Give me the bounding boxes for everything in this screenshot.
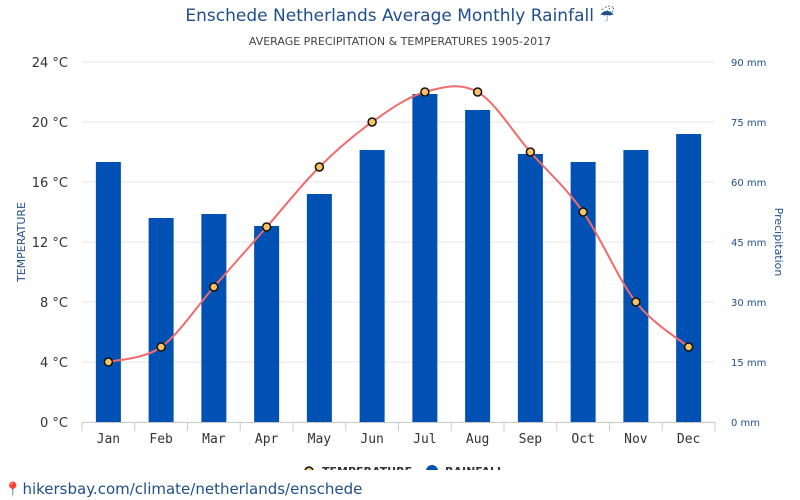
rainfall-bar [359,150,385,422]
temperature-line [108,85,690,363]
temperature-point [314,162,325,172]
y2-tick-label: 75 mm [731,118,766,129]
x-tick-label: Dec [677,432,700,447]
temperature-point [420,87,430,97]
x-tick-label: Jun [360,432,383,447]
rainfall-bar [465,110,491,422]
temperature-point [525,147,536,157]
legend-marker-swatch [304,466,314,470]
y-axis-left: 0 °C 4 °C 8 °C 12 °C 16 °C 20 °C 24 °C TEMPERAT… [15,56,68,431]
temperature-point [209,282,219,292]
rainfall-bar [306,194,332,422]
y2-tick-label: 15 mm [731,358,766,369]
rainfall-bar [676,134,702,422]
rainfall-bar [412,94,438,422]
legend-label: TEMPERATURE [322,465,412,470]
x-tick-label: Apr [255,432,279,447]
legend-item-rainfall[interactable]: RAINFALL [426,465,504,470]
rainfall-bar [570,162,596,422]
chart-subtitle: AVERAGE PRECIPITATION & TEMPERATURES 190… [248,35,552,48]
x-tick-label: Jan [97,432,120,447]
legend-label: RAINFALL [445,465,504,470]
climate-chart: Jan Feb Mar Apr May Jun Jul Aug Sep Oct Nov Dec 0 °… [15,56,785,470]
y-axis-title: TEMPERATURE [15,202,28,283]
y-tick-label: 16 °C [32,176,68,191]
legend-item-temperature[interactable]: TEMPERATURE [300,465,412,470]
umbrella-rain-icon: ☔ [599,6,615,26]
temperature-point [578,207,588,217]
rainfall-bar [148,218,174,422]
y-tick-label: 8 °C [40,296,68,311]
rainfall-bar [95,162,121,422]
x-tick-label: Nov [624,432,648,447]
temperature-point [631,297,641,307]
y-axis-right: 0 mm 15 mm 30 mm 45 mm 60 mm 75 mm 90 mm Precip… [731,58,785,429]
legend-swatch [426,465,438,470]
temperature-series [103,85,694,367]
y2-tick-label: 30 mm [731,298,766,309]
rainfall-bar [201,214,227,422]
temperature-point [103,357,114,367]
x-tick-label: Aug [466,432,489,447]
rainfall-bar [254,226,280,422]
x-axis: Jan Feb Mar Apr May Jun Jul Aug Sep Oct Nov Dec [81,422,716,447]
y2-tick-label: 0 mm [731,418,760,429]
x-tick-label: Sep [519,432,543,447]
temperature-point [367,117,377,127]
chart-title: Enschede Netherlands Average Monthly Rai… [0,6,800,26]
rainfall-bar [517,154,543,422]
x-tick-label: Feb [149,432,173,447]
x-tick-label: Mar [202,432,226,447]
source-link-text: hikersbay.com/climate/netherlands/ensche… [22,480,363,498]
y2-axis-title: Precipitation [772,208,785,277]
x-tick-label: Oct [571,432,594,447]
x-tick-label: Jul [413,432,436,447]
temperature-point [683,342,694,352]
y2-tick-label: 45 mm [731,238,766,249]
y-tick-label: 4 °C [40,356,68,371]
y2-tick-label: 90 mm [731,58,766,69]
location-pin-icon: 📍 [4,482,22,498]
y-tick-label: 0 °C [40,416,68,431]
legend[interactable]: TEMPERATURE RAINFALL [300,465,504,470]
temperature-point [156,342,166,352]
rainfall-bar [623,150,649,422]
rainfall-bars [95,94,702,422]
y-tick-label: 12 °C [32,236,68,251]
x-tick-label: May [308,432,332,447]
gridlines [82,61,715,363]
temperature-point [261,222,272,232]
y2-tick-label: 60 mm [731,178,766,189]
source-link[interactable]: 📍hikersbay.com/climate/netherlands/ensch… [4,480,362,498]
y-tick-label: 24 °C [32,56,68,71]
y-tick-label: 20 °C [32,116,68,131]
temperature-point [472,87,483,97]
chart-title-text: Enschede Netherlands Average Monthly Rai… [185,6,594,26]
